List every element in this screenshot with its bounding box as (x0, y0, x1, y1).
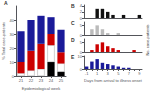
svg-text:B: B (71, 3, 75, 9)
svg-text:0: 0 (79, 49, 82, 55)
svg-text:-1: -1 (85, 71, 89, 76)
svg-text:5: 5 (80, 40, 83, 45)
svg-text:7: 7 (128, 71, 131, 76)
svg-text:E: E (71, 54, 75, 60)
svg-text:0: 0 (80, 33, 83, 38)
svg-text:5: 5 (117, 71, 120, 76)
svg-text:9: 9 (138, 71, 141, 76)
svg-text:No. case-patients: No. case-patients (145, 24, 150, 55)
svg-text:0: 0 (80, 16, 83, 21)
svg-text:D: D (71, 37, 75, 43)
svg-text:23: 23 (39, 78, 44, 83)
svg-text:3: 3 (107, 71, 110, 76)
svg-text:% Total case-patients: % Total case-patients (1, 22, 6, 60)
svg-text:4: 4 (80, 3, 83, 8)
svg-text:10: 10 (10, 60, 15, 65)
svg-text:22: 22 (29, 78, 34, 83)
svg-text:A: A (4, 0, 8, 6)
svg-text:24: 24 (49, 78, 54, 83)
svg-text:25: 25 (59, 78, 64, 83)
svg-text:20: 20 (10, 46, 15, 51)
svg-text:40: 40 (10, 18, 15, 23)
svg-text:30: 30 (10, 32, 15, 37)
svg-text:5: 5 (80, 23, 83, 28)
svg-text:10: 10 (78, 54, 83, 59)
svg-text:0: 0 (80, 67, 83, 72)
svg-text:21: 21 (19, 78, 24, 83)
svg-text:C: C (71, 20, 75, 26)
svg-text:Days from arrival to illness o: Days from arrival to illness onset (84, 78, 143, 83)
svg-text:Epidemiological week: Epidemiological week (22, 86, 60, 91)
svg-text:2: 2 (80, 9, 83, 14)
svg-text:0: 0 (12, 74, 15, 79)
svg-text:1: 1 (96, 71, 99, 76)
